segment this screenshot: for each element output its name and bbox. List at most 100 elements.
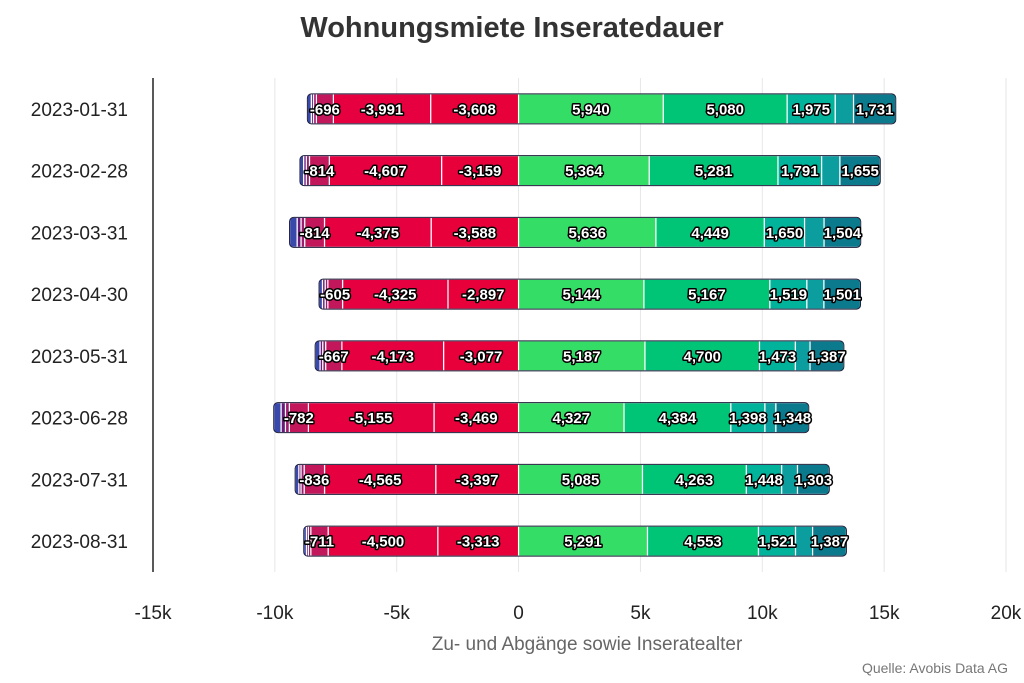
bar-value-label: 1,521 (758, 534, 796, 551)
chart-title: Wohnungsmiete Inseratedauer (300, 12, 724, 44)
bar-value-label: 4,449 (691, 225, 729, 242)
bar-segment (517, 526, 649, 557)
bar-value-label: -5,155 (350, 410, 393, 427)
bar-segment (644, 340, 761, 371)
bar-segment (517, 217, 657, 248)
bar-segment (809, 340, 844, 371)
bar-value-label: 4,384 (659, 410, 697, 427)
bar-value-label: -2,897 (462, 287, 505, 304)
bar-segment (812, 526, 847, 557)
bar-value-label: -667 (319, 348, 349, 365)
bar-segment (823, 279, 861, 310)
category-label: 2023-08-31 (31, 532, 128, 553)
category-label: 2023-07-31 (31, 470, 128, 491)
bar-value-label: -814 (300, 225, 331, 242)
bar-segment (796, 464, 830, 495)
bar-segment (517, 340, 646, 371)
bar-segment (273, 402, 282, 433)
x-tick-label: -10k (256, 603, 293, 624)
bar-value-label: 1,655 (841, 163, 879, 180)
bar-segment (803, 217, 825, 248)
bar-value-label: -3,991 (361, 101, 404, 118)
bar-value-label: 1,473 (759, 348, 797, 365)
bar-value-label: -3,608 (453, 101, 496, 118)
bar-segment (769, 279, 808, 310)
bar-value-label: 5,085 (562, 472, 600, 489)
bar-row (303, 526, 847, 557)
bar-segment (447, 279, 520, 310)
bar-segment (303, 526, 308, 557)
bar-value-label: 5,940 (572, 101, 610, 118)
bar-value-label: -836 (299, 472, 329, 489)
x-axis-label: Zu- und Abgänge sowie Inseratealter (431, 634, 743, 655)
source-note: Quelle: Avobis Data AG (861, 660, 1008, 676)
bar-segment (641, 464, 747, 495)
bar-outline (289, 216, 862, 248)
bar-value-label: -3,159 (459, 163, 502, 180)
category-label: 2023-05-31 (31, 347, 128, 368)
grid-lines (274, 78, 1007, 572)
bar-segment (307, 93, 312, 124)
bar-outline (306, 93, 897, 125)
bar-segment (315, 340, 321, 371)
bar-segment (307, 402, 435, 433)
bar-value-label: 1,650 (766, 225, 804, 242)
bar-row (307, 93, 896, 124)
bar-value-label: -4,607 (364, 163, 407, 180)
bar-value-label: -4,325 (374, 287, 417, 304)
bar-segments (273, 93, 897, 557)
bar-value-label: 1,501 (823, 287, 861, 304)
bar-value-label: 1,519 (770, 287, 808, 304)
bar-value-label: -711 (305, 534, 334, 551)
bar-outline (294, 463, 830, 495)
bar-value-label: 5,187 (563, 348, 601, 365)
bar-value-label: -696 (310, 101, 340, 118)
bar-value-label: -3,397 (456, 472, 499, 489)
data-labels: -3,608 -3,991 -696 5,940 5,080 1,975 1,731 -3,1… (282, 100, 895, 552)
bar-value-label: 5,144 (562, 287, 600, 304)
bar-value-label: 1,731 (856, 101, 894, 118)
bar-segment (758, 340, 797, 371)
x-tick-label: -5k (384, 603, 411, 624)
bar-value-label: 5,080 (706, 101, 744, 118)
bar-segment (332, 93, 432, 124)
bar-value-label: 1,975 (792, 101, 830, 118)
bar-value-label: 4,263 (676, 472, 714, 489)
bar-segment (299, 155, 305, 186)
bar-segment (834, 93, 855, 124)
category-label: 2023-03-31 (31, 223, 128, 244)
bar-value-label: 1,348 (774, 410, 812, 427)
bar-value-label: -3,313 (457, 534, 500, 551)
bar-value-label: 1,504 (824, 225, 862, 242)
bar-value-label: 4,327 (553, 410, 591, 427)
bar-value-label: -782 (284, 410, 314, 427)
bar-value-label: -4,173 (371, 348, 414, 365)
bar-value-label: 4,553 (684, 534, 722, 551)
category-label: 2023-04-30 (31, 285, 128, 306)
bar-value-label: 5,167 (688, 287, 726, 304)
bar-value-label: -605 (320, 287, 350, 304)
bar-value-label: -4,500 (362, 534, 405, 551)
x-tick-label: 5k (630, 603, 651, 624)
bar-segment (517, 402, 625, 433)
bar-segment (517, 279, 645, 310)
category-label: 2023-02-28 (31, 162, 128, 183)
axes: -15k -10k -5k 0 5k 10k 15k 20k 2023-01-31 2023-02… (31, 78, 1022, 624)
bar-segment (517, 93, 664, 124)
bar-outline (303, 525, 847, 557)
bar-segment (517, 464, 644, 495)
x-tick-label: -15k (135, 603, 172, 624)
bar-segment (319, 279, 324, 310)
bar-value-label: -4,375 (357, 225, 400, 242)
bar-value-label: -3,469 (455, 410, 498, 427)
bar-outline (314, 340, 845, 372)
bar-value-label: -3,077 (460, 348, 503, 365)
bar-value-label: 5,291 (564, 534, 602, 551)
bar-value-label: 5,364 (565, 163, 603, 180)
bar-value-label: 1,303 (795, 472, 833, 489)
bar-row (295, 464, 830, 495)
x-tick-label: 10k (747, 603, 778, 624)
bar-value-label: 1,791 (781, 163, 819, 180)
bar-row (319, 279, 861, 310)
